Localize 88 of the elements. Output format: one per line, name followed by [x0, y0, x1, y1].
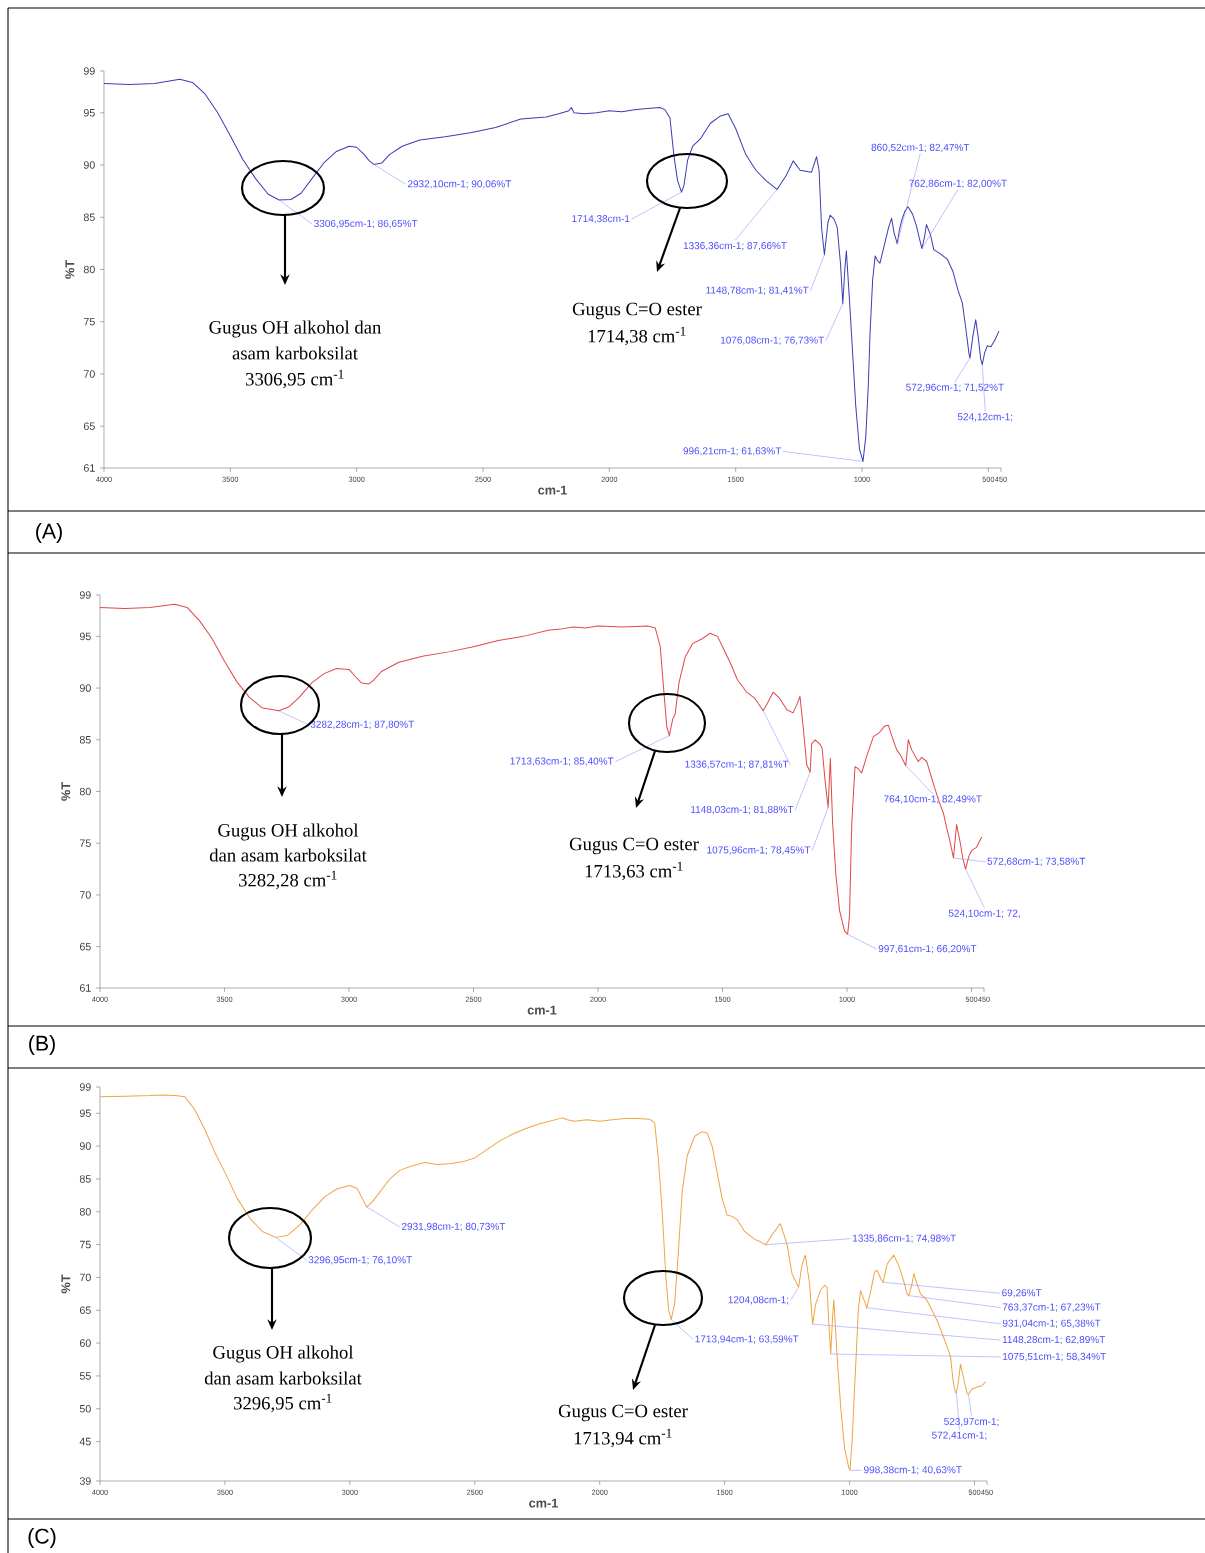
y-tick-label: 70 — [79, 891, 91, 899]
annotation: Gugus OH alkohol — [213, 1345, 354, 1363]
annotation: 1336,57cm-1; 87,81%T — [685, 760, 789, 769]
annotation: 997,61cm-1; 66,20%T — [878, 945, 977, 954]
annotation: Gugus C=O ester — [572, 302, 702, 320]
y-tick-label: 90 — [79, 1142, 91, 1150]
y-tick-label: 65 — [83, 422, 95, 430]
y-tick-label: 50 — [79, 1404, 91, 1413]
annotation: 764,10cm-1; 82,49%T — [884, 795, 982, 804]
annotation: 3282,28cm-1; 87,80%T — [310, 720, 415, 729]
annotation: dan asam karboksilat — [209, 848, 367, 862]
annotation: 1335,86cm-1; 74,98%T — [853, 1234, 956, 1243]
y-tick-label: 60 — [79, 1339, 91, 1347]
annotation: 572,96cm-1; 71,52%T — [906, 383, 1004, 392]
annotation: 3282,28 cm$^{-1}$ — [239, 870, 337, 890]
annotation: 1714,38cm-1 — [572, 215, 630, 224]
annotation: 1075,51cm-1; 58,34%T — [1003, 1352, 1106, 1362]
annotation: 524,10cm-1; 72, — [948, 909, 1020, 918]
y-tick-label: 99 — [79, 591, 91, 599]
y-tick-label: 90 — [79, 684, 91, 692]
y-tick-label: 80 — [79, 1207, 91, 1216]
annotation: Gugus C=O ester — [569, 837, 699, 855]
annotation: 3306,95 cm$^{-1}$ — [246, 369, 344, 389]
x-axis-title: cm-1 — [538, 485, 567, 495]
annotation: 523,97cm-1; — [944, 1417, 999, 1427]
annotation: 69,26%T — [1002, 1289, 1042, 1298]
y-tick-label: 61 — [79, 984, 91, 992]
annotation: 3306,95cm-1; 86,65%T — [314, 219, 418, 229]
annotation: 572,68cm-1; 73,58%T — [987, 857, 1086, 867]
annotation: 762,86cm-1; 82,00%T — [909, 179, 1007, 188]
annotation: 3296,95cm-1; 76,10%T — [308, 1256, 412, 1265]
annotation: 996,21cm-1; 61,63%T — [683, 447, 782, 456]
annotation: 2931,98cm-1; 80,73%T — [401, 1222, 506, 1232]
annotation: 1148,78cm-1; 81,41%T — [706, 286, 809, 295]
text: (B) — [29, 1035, 55, 1055]
y-tick-label: 61 — [83, 464, 95, 472]
annotation: 1148,03cm-1; 81,88%T — [691, 805, 794, 815]
annotation: dan asam karboksilat — [204, 1371, 362, 1385]
annotation: 998,38cm-1; 40,63%T — [864, 1466, 962, 1475]
annotation: 572,41cm-1; — [932, 1431, 987, 1440]
y-tick-label: 75 — [79, 1240, 91, 1249]
annotation: 1713,94 cm$^{-1}$ — [574, 1428, 672, 1448]
y-tick-label: 99 — [79, 1083, 91, 1091]
y-tick-label: 70 — [79, 1273, 91, 1282]
x-axis-title: cm-1 — [527, 1005, 557, 1015]
annotation: 860,52cm-1; 82,47%T — [871, 143, 970, 153]
annotation: 1714,38 cm$^{-1}$ — [588, 326, 686, 346]
annotation: Gugus OH alkohol — [218, 823, 359, 841]
annotation: 1713,63cm-1; 85,40%T — [510, 757, 614, 766]
annotation: Gugus OH alkohol dan — [209, 320, 382, 338]
y-tick-label: 65 — [79, 942, 91, 951]
y-tick-label: 70 — [83, 370, 95, 378]
y-axis-title: %T — [61, 1274, 71, 1294]
y-tick-label: 85 — [79, 736, 91, 744]
y-tick-label: 95 — [83, 109, 95, 117]
annotation: 1075,96cm-1; 78,45%T — [707, 846, 811, 855]
y-tick-label: 75 — [79, 839, 91, 847]
y-tick-label: 95 — [79, 1109, 91, 1118]
y-tick-label: 80 — [83, 265, 95, 274]
y-tick-label: 90 — [83, 161, 95, 169]
y-tick-label: 65 — [79, 1306, 91, 1315]
y-axis-title: %T — [61, 782, 71, 801]
y-tick-label: 85 — [83, 213, 95, 222]
y-tick-label: 39 — [79, 1477, 91, 1485]
annotation: 1713,63 cm$^{-1}$ — [585, 861, 683, 881]
annotation: 2932,10cm-1; 90,06%T — [407, 180, 512, 189]
y-tick-label: 95 — [79, 632, 91, 641]
annotation: 931,04cm-1; 65,38%T — [1002, 1319, 1101, 1328]
annotation: asam karboksilat — [232, 346, 358, 360]
annotation: 763,37cm-1; 67,23%T — [1002, 1303, 1101, 1312]
annotation: 1713,94cm-1; 63,59%T — [695, 1335, 799, 1344]
annotation: 1148,28cm-1; 62,89%T — [1002, 1335, 1106, 1345]
y-tick-label: 75 — [83, 318, 95, 326]
annotation: 1204,08cm-1; — [728, 1296, 789, 1305]
y-tick-label: 99 — [83, 67, 95, 75]
text: (C) — [28, 1528, 56, 1548]
annotation: Gugus C=O ester — [558, 1404, 688, 1422]
y-tick-label: 85 — [79, 1175, 91, 1183]
annotation: 3296,95 cm$^{-1}$ — [234, 1393, 332, 1413]
text: (A) — [36, 523, 62, 543]
y-tick-label: 80 — [79, 787, 91, 796]
annotation: 1336,36cm-1; 87,66%T — [683, 242, 787, 251]
annotation: 1076,08cm-1; 76,73%T — [721, 336, 824, 345]
y-axis-title: %T — [65, 260, 75, 279]
y-tick-label: 55 — [79, 1372, 91, 1380]
x-axis-title: cm-1 — [529, 1498, 558, 1508]
annotation: 524,12cm-1; — [957, 413, 1013, 422]
y-tick-label: 45 — [79, 1437, 91, 1446]
